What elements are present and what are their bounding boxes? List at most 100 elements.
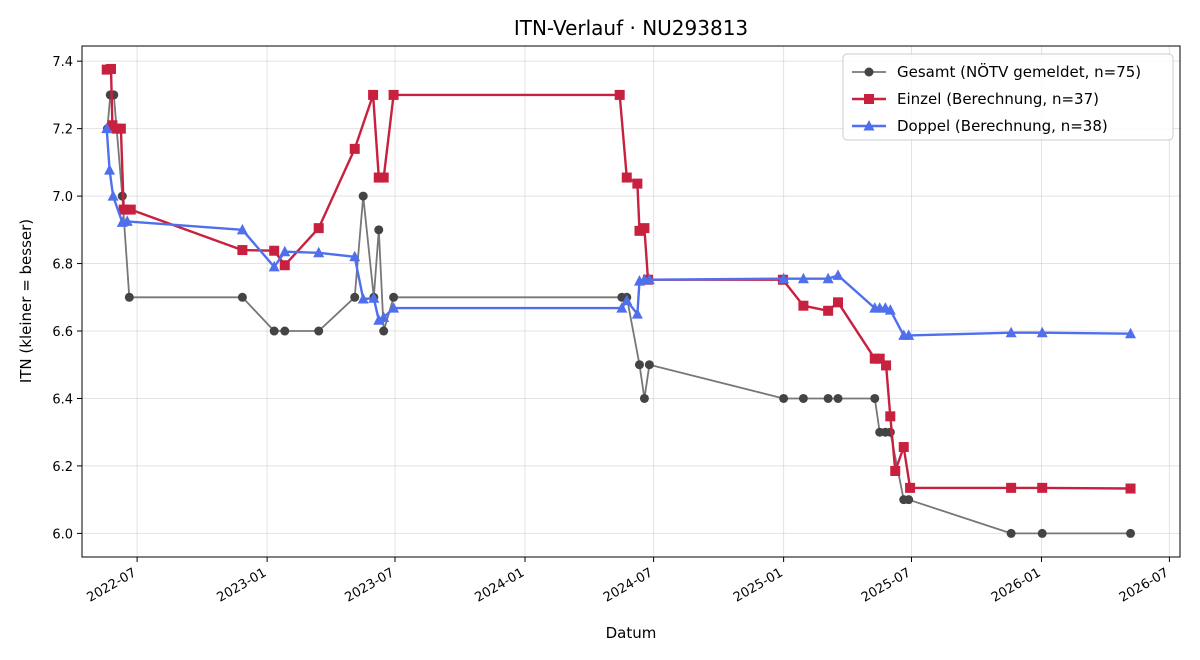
data-point-einzel: [632, 178, 643, 189]
data-point-einzel: [115, 123, 126, 134]
data-point-einzel: [614, 89, 625, 100]
data-point-doppel: [621, 294, 633, 306]
data-point-gesamt: [269, 326, 279, 336]
data-point-einzel: [885, 411, 896, 422]
data-point-einzel: [279, 260, 290, 271]
data-point-doppel: [236, 223, 248, 235]
data-point-doppel: [378, 311, 390, 323]
data-point-gesamt: [379, 326, 389, 336]
data-point-doppel: [357, 292, 369, 304]
data-point-gesamt: [280, 326, 290, 336]
data-point-doppel: [268, 260, 280, 272]
data-point-doppel: [373, 314, 385, 325]
data-point-doppel: [368, 292, 380, 303]
data-point-gesamt: [374, 225, 384, 235]
data-point-gesamt: [823, 393, 833, 403]
data-point-doppel: [1036, 326, 1048, 338]
data-point-doppel: [349, 250, 361, 262]
data-point-doppel: [388, 302, 400, 313]
y-tick-label: 6.2: [52, 460, 73, 475]
legend-items: Gesamt (NÖTV gemeldet, n=75) Einzel (Bere…: [852, 62, 1141, 135]
data-point-einzel: [118, 204, 129, 215]
data-point-einzel: [898, 442, 909, 453]
y-tick-label: 7.0: [52, 190, 73, 205]
data-point-doppel: [903, 329, 915, 340]
data-point-einzel: [125, 204, 136, 215]
data-point-einzel: [874, 353, 885, 364]
data-point-einzel: [798, 300, 809, 311]
data-point-einzel: [823, 305, 834, 316]
series-layer: [101, 63, 1137, 538]
data-point-einzel: [833, 297, 844, 308]
data-point-gesamt: [870, 393, 880, 403]
data-point-doppel: [107, 190, 119, 201]
y-axis: 6.0 6.2 6.4 6.6 6.8 7.0 7.2 7.4: [52, 55, 82, 542]
data-point-gesamt: [314, 326, 324, 336]
legend: Gesamt (NÖTV gemeldet, n=75) Einzel (Bere…: [842, 53, 1174, 141]
data-point-einzel: [313, 223, 324, 234]
legend-label-doppel: Doppel (Berechnung, n=38): [897, 117, 1108, 135]
data-point-gesamt: [1037, 528, 1047, 538]
y-axis-title: ITN (kleiner = besser): [17, 219, 35, 383]
y-tick-label: 6.0: [52, 527, 73, 542]
data-point-einzel: [905, 482, 916, 493]
data-point-gesamt: [644, 360, 654, 370]
legend-marker-doppel: [863, 120, 875, 131]
data-point-einzel: [1006, 482, 1017, 493]
data-point-gesamt: [639, 393, 649, 403]
data-point-einzel: [378, 172, 389, 183]
y-tick-label: 7.2: [52, 123, 73, 138]
data-point-doppel: [822, 272, 834, 284]
data-point-einzel: [890, 465, 901, 476]
x-axis-title: Datum: [606, 624, 657, 642]
y-tick-label: 6.6: [52, 325, 73, 340]
data-point-gesamt: [358, 191, 368, 201]
plot-frame: [81, 45, 1181, 558]
data-point-einzel: [237, 245, 248, 256]
y-tick-label: 7.4: [52, 55, 73, 70]
data-point-doppel: [121, 215, 133, 226]
data-point-einzel: [349, 143, 360, 154]
y-tick-label: 6.4: [52, 392, 73, 407]
data-point-doppel: [313, 246, 325, 258]
data-point-gesamt: [634, 360, 644, 370]
data-point-gesamt: [904, 495, 914, 505]
chart-title: ITN-Verlauf · NU293813: [514, 16, 748, 40]
data-point-einzel: [881, 360, 892, 371]
legend-box: [842, 53, 1174, 141]
data-point-einzel: [621, 172, 632, 183]
data-point-gesamt: [389, 292, 399, 302]
data-point-doppel: [279, 245, 291, 257]
data-point-doppel: [1125, 327, 1137, 339]
y-tick-label: 6.8: [52, 258, 73, 273]
legend-label-einzel: Einzel (Berechnung, n=37): [897, 90, 1099, 108]
data-point-gesamt: [1126, 528, 1136, 538]
data-point-gesamt: [124, 292, 134, 302]
data-point-gesamt: [1006, 528, 1016, 538]
series-doppel: [101, 122, 1137, 340]
data-point-gesamt: [833, 393, 843, 403]
data-point-einzel: [368, 89, 379, 100]
data-point-einzel: [269, 245, 280, 256]
data-point-doppel: [616, 302, 628, 313]
legend-marker-einzel: [864, 94, 874, 104]
data-point-einzel: [105, 63, 116, 74]
data-point-gesamt: [798, 393, 808, 403]
legend-label-gesamt: Gesamt (NÖTV gemeldet, n=75): [897, 62, 1141, 81]
data-point-gesamt: [779, 393, 789, 403]
data-point-doppel: [884, 304, 896, 315]
data-point-doppel: [101, 122, 113, 134]
data-point-gesamt: [237, 292, 247, 302]
data-point-doppel: [832, 269, 844, 280]
data-point-einzel: [1037, 482, 1048, 493]
data-point-doppel: [643, 273, 655, 285]
legend-marker-gesamt: [864, 67, 874, 77]
data-point-doppel: [1005, 326, 1017, 338]
data-point-doppel: [778, 272, 790, 284]
data-point-gesamt: [350, 292, 360, 302]
data-point-einzel: [1125, 483, 1136, 494]
data-point-einzel: [388, 89, 399, 100]
data-point-einzel: [639, 223, 650, 234]
data-point-doppel: [104, 164, 116, 175]
